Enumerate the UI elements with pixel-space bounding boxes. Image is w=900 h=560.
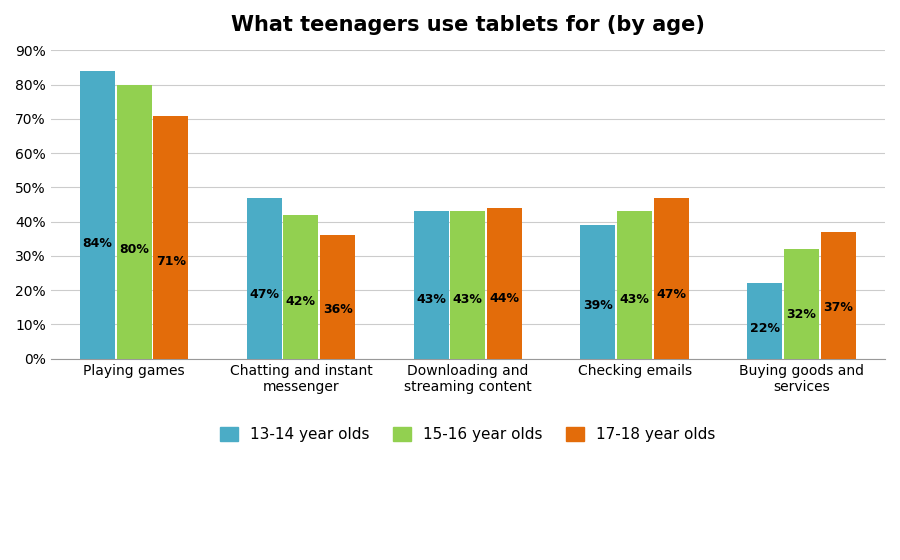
Bar (320, 235, 356, 358)
Text: 80%: 80% (119, 242, 149, 255)
Text: 47%: 47% (656, 288, 687, 301)
Bar (153, 115, 188, 358)
Text: 43%: 43% (416, 293, 446, 306)
Bar (784, 249, 819, 358)
Bar (116, 85, 151, 358)
Text: 37%: 37% (824, 301, 853, 315)
Text: 42%: 42% (286, 295, 316, 307)
Bar (450, 211, 485, 358)
Text: 43%: 43% (620, 293, 650, 306)
Text: 22%: 22% (750, 322, 779, 335)
Text: 44%: 44% (490, 292, 519, 305)
Text: 36%: 36% (323, 303, 353, 316)
Bar (747, 283, 782, 358)
Bar (284, 215, 319, 358)
Bar (247, 198, 282, 358)
Bar (617, 211, 652, 358)
Text: 47%: 47% (249, 288, 279, 301)
Text: 32%: 32% (787, 309, 816, 321)
Text: 71%: 71% (156, 255, 185, 268)
Bar (414, 211, 448, 358)
Legend: 13-14 year olds, 15-16 year olds, 17-18 year olds: 13-14 year olds, 15-16 year olds, 17-18 … (212, 419, 724, 450)
Title: What teenagers use tablets for (by age): What teenagers use tablets for (by age) (231, 15, 705, 35)
Text: 43%: 43% (453, 293, 482, 306)
Bar (80, 71, 115, 358)
Bar (821, 232, 856, 358)
Text: 39%: 39% (583, 298, 613, 312)
Bar (580, 225, 616, 358)
Bar (654, 198, 688, 358)
Text: 84%: 84% (83, 237, 112, 250)
Bar (487, 208, 522, 358)
